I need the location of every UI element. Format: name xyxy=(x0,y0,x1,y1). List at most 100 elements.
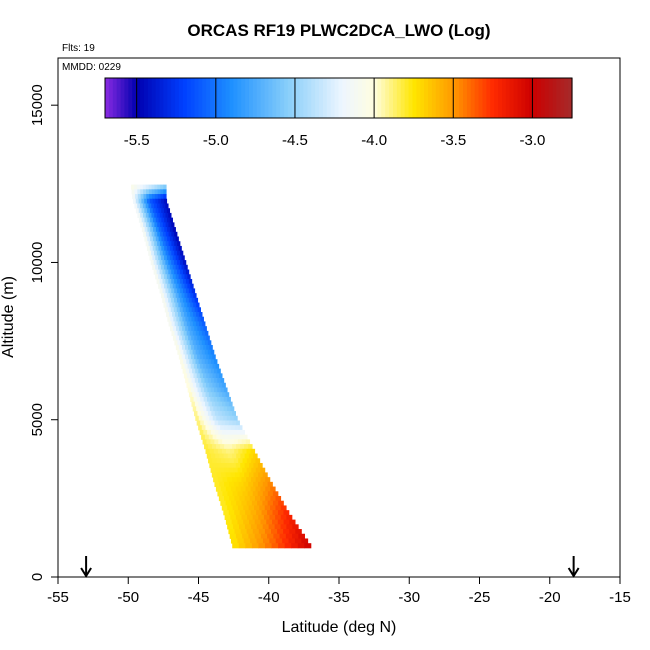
profile-cell xyxy=(260,533,268,539)
profile-cell xyxy=(209,363,213,370)
profile-cell xyxy=(163,302,167,308)
profile-cell xyxy=(165,278,169,285)
profile-cell xyxy=(201,349,206,355)
profile-cell xyxy=(195,349,200,355)
profile-cell xyxy=(141,217,145,223)
profile-cell xyxy=(188,378,192,384)
profile-cell xyxy=(254,505,260,511)
profile-cell xyxy=(177,297,181,303)
colorbar-segment xyxy=(237,78,242,118)
profile-cell xyxy=(176,316,180,322)
profile-cell xyxy=(215,486,222,492)
profile-cell xyxy=(176,326,180,332)
profile-cell xyxy=(237,538,245,544)
profile-cell xyxy=(190,312,194,318)
profile-cell xyxy=(200,316,204,322)
profile-cell xyxy=(148,250,152,256)
profile-cell xyxy=(200,411,205,417)
profile-cell xyxy=(250,524,258,530)
profile-cell xyxy=(144,236,148,242)
profile-cell xyxy=(257,500,263,506)
profile-cell xyxy=(298,533,305,539)
profile-cell xyxy=(165,212,169,219)
profile-cell xyxy=(224,496,230,502)
colorbar-segment xyxy=(536,78,542,118)
profile-cell xyxy=(190,373,194,379)
profile-cell xyxy=(149,198,154,204)
colorbar-segment xyxy=(533,78,538,118)
profile-cell xyxy=(161,208,165,214)
profile-cell xyxy=(149,208,154,214)
profile-cell xyxy=(207,387,212,393)
profile-cell xyxy=(183,321,188,327)
profile-cell xyxy=(289,519,296,525)
colorbar-segment xyxy=(525,78,530,118)
profile-cell xyxy=(164,208,168,214)
profile-cell xyxy=(228,481,235,487)
colorbar-segment xyxy=(482,78,487,118)
profile-cell xyxy=(227,453,233,459)
profile-cell xyxy=(219,481,225,487)
profile-cell xyxy=(201,425,206,431)
profile-cell xyxy=(177,269,181,275)
profile-cell xyxy=(187,373,191,379)
profile-cell xyxy=(215,373,220,379)
profile-cell xyxy=(198,368,202,374)
profile-cell xyxy=(218,411,223,417)
profile-cell xyxy=(197,345,201,351)
profile-cell xyxy=(210,387,215,393)
profile-cell xyxy=(220,500,227,506)
profile-cell xyxy=(233,481,240,487)
profile-cell xyxy=(262,500,269,506)
profile-cell xyxy=(196,396,201,403)
profile-cell xyxy=(172,236,177,242)
colorbar-segment xyxy=(494,78,499,118)
profile-cell xyxy=(275,496,282,502)
colorbar-segment xyxy=(248,78,254,118)
profile-cell xyxy=(158,198,162,204)
profile-cell xyxy=(233,458,239,464)
profile-cell xyxy=(270,505,276,511)
profile-cell xyxy=(241,439,247,445)
profile-cell xyxy=(158,245,162,252)
profile-cell xyxy=(277,529,284,535)
colorbar-segment xyxy=(354,78,359,118)
profile-cell xyxy=(218,392,223,398)
colorbar-segment xyxy=(540,78,546,118)
profile-cell xyxy=(245,510,252,516)
profile-cell xyxy=(245,543,253,549)
profile-cell xyxy=(294,538,302,544)
profile-cell xyxy=(230,448,235,454)
profile-cell xyxy=(188,288,193,294)
profile-cell xyxy=(161,283,165,289)
profile-cell xyxy=(156,203,161,209)
profile-cell xyxy=(202,415,207,421)
profile-cell xyxy=(131,184,135,190)
profile-cell xyxy=(240,444,245,450)
colorbar-segment xyxy=(206,78,211,118)
colorbar-segment xyxy=(319,78,324,118)
colorbar-segment xyxy=(346,78,351,118)
profile-cell xyxy=(190,302,194,308)
profile-cell xyxy=(187,387,192,393)
profile-cell xyxy=(252,514,259,520)
colorbar-segment xyxy=(221,78,227,118)
profile-cell xyxy=(162,278,166,285)
profile-cell xyxy=(160,264,165,270)
colorbar-segment xyxy=(151,78,157,118)
profile-cell xyxy=(158,264,162,270)
colorbar-segment xyxy=(112,78,118,118)
profile-cell xyxy=(272,510,279,516)
colorbar-segment xyxy=(377,78,382,118)
profile-cell xyxy=(259,505,266,511)
colorbar-segment xyxy=(241,78,246,118)
profile-cell xyxy=(188,368,193,374)
profile-cell xyxy=(221,448,227,454)
colorbar-segment xyxy=(428,78,433,118)
colorbar-segment xyxy=(272,78,277,118)
colorbar-segment xyxy=(311,78,316,118)
profile-cell xyxy=(174,330,178,336)
profile-cell xyxy=(277,519,284,525)
profile-cell xyxy=(162,241,167,247)
x-tick-label: -35 xyxy=(328,589,350,606)
